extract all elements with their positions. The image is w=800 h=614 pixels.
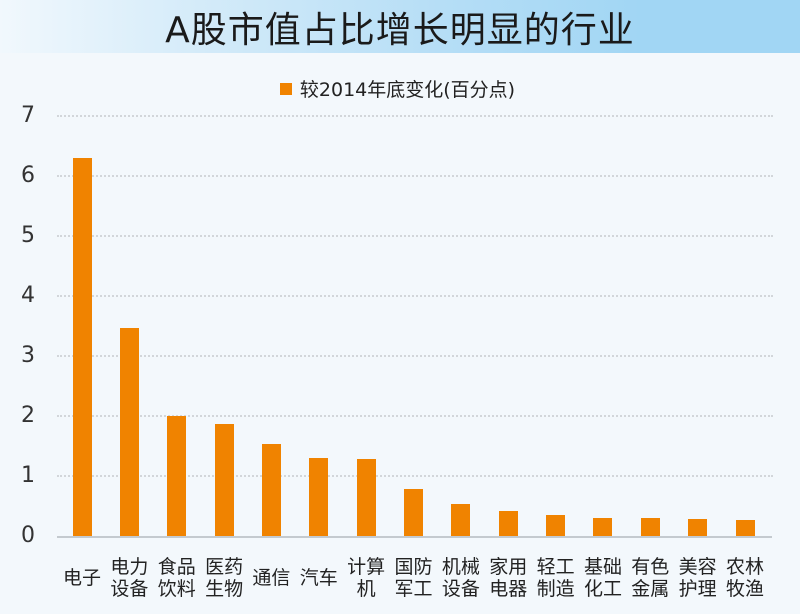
x-tick-label-line: 电器 — [489, 578, 528, 600]
x-tick-label-line: 通信 — [252, 567, 291, 589]
bar-电力设备 — [119, 327, 139, 536]
x-tick-label: 家用 电器 — [478, 555, 538, 601]
x-axis-baseline — [57, 536, 772, 538]
gridline — [57, 355, 773, 357]
bar-电子 — [72, 158, 92, 536]
legend: 较2014年底变化(百分点) — [0, 75, 800, 102]
bar-有色金属 — [640, 518, 660, 536]
x-tick-label-line: 生物 — [205, 578, 244, 600]
x-tick-label-line: 汽车 — [299, 567, 338, 589]
chart-title: A股市值占比增长明显的行业 — [165, 10, 635, 51]
x-tick-label-line: 军工 — [394, 578, 433, 600]
x-tick-label: 电力 设备 — [99, 555, 159, 601]
x-tick-label-line: 食品 — [157, 556, 196, 578]
x-tick-label-line: 设备 — [441, 578, 480, 600]
x-tick-label-line: 医药 — [205, 556, 244, 578]
x-tick-label: 有色 金属 — [620, 555, 680, 601]
y-tick-label: 7 — [21, 103, 35, 128]
y-tick-label: 0 — [21, 523, 35, 548]
x-tick-label: 机械 设备 — [431, 555, 491, 601]
x-tick-label-line: 轻工 — [536, 556, 575, 578]
title-band: A股市值占比增长明显的行业 — [0, 0, 800, 53]
gridline — [57, 295, 773, 297]
x-tick-label: 医药 生物 — [194, 555, 254, 601]
y-tick-label: 1 — [21, 463, 35, 488]
y-tick-label: 2 — [21, 403, 35, 428]
x-tick-label-line: 电力 — [110, 556, 149, 578]
gridline — [57, 235, 773, 237]
x-tick-label: 轻工 制造 — [526, 555, 586, 601]
x-tick-label: 计算机 — [336, 555, 396, 601]
legend-swatch — [279, 82, 292, 95]
x-tick-label: 国防 军工 — [384, 555, 444, 601]
x-tick-label-line: 电子 — [62, 567, 101, 589]
x-tick-label: 农林 牧渔 — [715, 555, 775, 601]
x-tick-label-line: 有色 — [631, 556, 670, 578]
gridline — [57, 475, 773, 477]
gridline — [57, 115, 773, 117]
x-tick-label: 电子 — [52, 555, 112, 601]
x-tick-label-line: 基础 — [583, 556, 622, 578]
x-tick-label-line: 化工 — [583, 578, 622, 600]
y-tick-label: 3 — [21, 343, 35, 368]
bar-计算机 — [356, 459, 376, 536]
x-tick-label-line: 饮料 — [157, 578, 196, 600]
bar-机械设备 — [451, 504, 471, 536]
x-tick-label: 基础 化工 — [573, 555, 633, 601]
bar-医药生物 — [214, 423, 234, 536]
bar-国防军工 — [404, 489, 424, 536]
x-tick-label-line: 金属 — [631, 578, 670, 600]
x-tick-label-line: 机 — [356, 578, 376, 600]
bar-轻工制造 — [546, 515, 566, 536]
gridline — [57, 415, 773, 417]
x-tick-label-line: 家用 — [489, 556, 528, 578]
bar-美容护理 — [688, 519, 708, 536]
bar-基础化工 — [593, 518, 613, 536]
x-tick-label-line: 国防 — [394, 556, 433, 578]
x-tick-label: 美容 护理 — [668, 555, 728, 601]
bar-家用电器 — [498, 511, 518, 536]
x-tick-label-line: 美容 — [678, 556, 717, 578]
legend-label: 较2014年底变化(百分点) — [299, 79, 516, 101]
x-tick-label-line: 设备 — [110, 578, 149, 600]
x-tick-label-line: 计算 — [347, 556, 386, 578]
x-tick-label-line: 农林 — [726, 556, 765, 578]
x-tick-label: 食品 饮料 — [147, 555, 207, 601]
y-tick-label: 4 — [21, 283, 35, 308]
bar-食品饮料 — [167, 416, 187, 536]
x-tick-label-line: 护理 — [678, 578, 717, 600]
bar-农林牧渔 — [735, 519, 755, 536]
x-tick-label: 汽车 — [289, 555, 349, 601]
y-tick-label: 5 — [21, 223, 35, 248]
x-tick-label-line: 机械 — [441, 556, 480, 578]
y-tick-label: 6 — [21, 163, 35, 188]
bar-通信 — [261, 444, 281, 536]
x-tick-label-line: 制造 — [536, 578, 575, 600]
x-tick-label-line: 牧渔 — [726, 578, 765, 600]
x-tick-label: 通信 — [241, 555, 301, 601]
gridline — [57, 175, 773, 177]
bar-汽车 — [309, 458, 329, 536]
